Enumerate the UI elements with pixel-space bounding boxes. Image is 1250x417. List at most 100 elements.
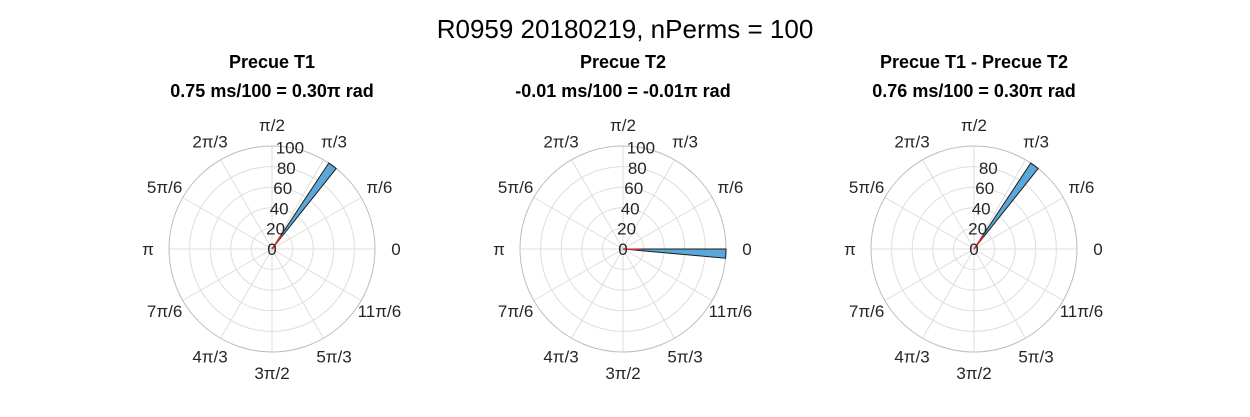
theta-gridline <box>271 159 324 250</box>
r-tick-label: 0 <box>267 240 276 259</box>
theta-gridline <box>884 197 975 250</box>
theta-gridline <box>220 159 273 250</box>
theta-tick-label: π/2 <box>259 116 285 135</box>
polar-panels: Precue T10.75 ms/100 = 0.30π rad02040608… <box>142 52 1103 383</box>
theta-tick-label: 3π/2 <box>956 364 991 383</box>
theta-tick-label: 7π/6 <box>849 302 884 321</box>
theta-gridline <box>271 197 362 250</box>
theta-tick-label: 0 <box>742 240 751 259</box>
figure-title: R0959 20180219, nPerms = 100 <box>437 14 814 44</box>
histogram-bar <box>622 248 727 259</box>
mean-vector-line <box>622 248 642 251</box>
theta-gridline <box>533 197 624 250</box>
panel-title: Precue T2 <box>580 52 666 72</box>
theta-tick-label: 5π/6 <box>147 178 182 197</box>
theta-gridline <box>571 159 624 250</box>
theta-tick-label: π/3 <box>321 133 347 152</box>
panel-subtitle: 0.75 ms/100 = 0.30π rad <box>170 81 373 101</box>
r-tick-label: 80 <box>277 159 296 178</box>
theta-tick-label: 5π/3 <box>667 347 702 366</box>
theta-gridline <box>622 248 713 301</box>
theta-gridline <box>182 197 273 250</box>
r-gridcircle <box>911 186 1037 312</box>
theta-tick-label: 3π/2 <box>605 364 640 383</box>
theta-tick-label: π/2 <box>961 116 987 135</box>
theta-tick-label: π <box>142 240 154 259</box>
panel-title: Precue T1 <box>229 52 315 72</box>
theta-tick-label: 7π/6 <box>147 302 182 321</box>
r-tick-label: 40 <box>621 199 640 218</box>
theta-gridline <box>622 197 713 250</box>
theta-gridline <box>182 248 273 301</box>
r-tick-label: 60 <box>975 179 994 198</box>
theta-tick-label: π/3 <box>1023 133 1049 152</box>
theta-gridline <box>973 197 1064 250</box>
theta-tick-label: 11π/6 <box>358 302 402 321</box>
theta-tick-label: 4π/3 <box>192 347 227 366</box>
polar-panel-2: Precue T2-0.01 ms/100 = -0.01π rad020406… <box>493 52 752 383</box>
r-tick-label: 0 <box>969 240 978 259</box>
r-tick-label: 100 <box>627 139 655 158</box>
theta-tick-label: 3π/2 <box>254 364 289 383</box>
theta-tick-label: π/2 <box>610 116 636 135</box>
r-tick-label: 80 <box>979 159 998 178</box>
theta-tick-label: 11π/6 <box>1060 302 1104 321</box>
r-gridcircle <box>230 207 314 291</box>
theta-tick-label: π/3 <box>672 133 698 152</box>
theta-gridline <box>622 248 675 339</box>
r-tick-label: 60 <box>273 179 292 198</box>
theta-gridline <box>973 248 1026 339</box>
theta-tick-label: 5π/6 <box>498 178 533 197</box>
mean-vector-line <box>271 235 283 250</box>
r-gridcircle <box>932 207 1016 291</box>
r-tick-label: 40 <box>270 199 289 218</box>
theta-gridline <box>271 248 362 301</box>
theta-tick-label: 11π/6 <box>709 302 753 321</box>
theta-tick-label: 0 <box>1093 240 1102 259</box>
theta-tick-label: 2π/3 <box>192 133 227 152</box>
theta-tick-label: 5π/6 <box>849 178 884 197</box>
theta-tick-label: 2π/3 <box>543 133 578 152</box>
theta-tick-label: 4π/3 <box>894 347 929 366</box>
r-tick-label: 100 <box>276 139 304 158</box>
theta-gridline <box>220 248 273 339</box>
theta-gridline <box>922 159 975 250</box>
theta-gridline <box>884 248 975 301</box>
histogram-bar <box>271 162 337 250</box>
r-gridcircle <box>189 166 355 332</box>
theta-tick-label: π <box>844 240 856 259</box>
r-gridcircle <box>891 166 1057 332</box>
theta-tick-label: 5π/3 <box>316 347 351 366</box>
r-tick-label: 20 <box>617 220 636 239</box>
theta-gridline <box>973 248 1064 301</box>
theta-tick-label: 5π/3 <box>1018 347 1053 366</box>
polar-panel-1: Precue T10.75 ms/100 = 0.30π rad02040608… <box>142 52 401 383</box>
panel-title: Precue T1 - Precue T2 <box>880 52 1068 72</box>
theta-tick-label: π/6 <box>1068 178 1094 197</box>
r-gridcircle <box>250 227 294 271</box>
polar-panel-3: Precue T1 - Precue T2 0.76 ms/100 = 0.30π… <box>844 52 1103 383</box>
panel-subtitle: -0.01 ms/100 = -0.01π rad <box>515 81 730 101</box>
polar-outer-circle <box>168 145 376 353</box>
theta-gridline <box>622 159 675 250</box>
theta-gridline <box>271 248 324 339</box>
r-tick-label: 20 <box>968 220 987 239</box>
mean-vector-line <box>973 235 985 250</box>
theta-gridline <box>922 248 975 339</box>
r-tick-label: 80 <box>628 159 647 178</box>
panel-subtitle: 0.76 ms/100 = 0.30π rad <box>872 81 1075 101</box>
r-tick-label: 20 <box>266 220 285 239</box>
r-tick-label: 0 <box>618 240 627 259</box>
polar-outer-circle <box>870 145 1078 353</box>
theta-tick-label: 2π/3 <box>894 133 929 152</box>
theta-tick-label: π <box>493 240 505 259</box>
theta-gridline <box>571 248 624 339</box>
r-tick-label: 60 <box>624 179 643 198</box>
theta-tick-label: 4π/3 <box>543 347 578 366</box>
r-gridcircle <box>952 227 996 271</box>
histogram-bar <box>973 162 1039 250</box>
theta-gridline <box>533 248 624 301</box>
theta-tick-label: 7π/6 <box>498 302 533 321</box>
theta-tick-label: 0 <box>391 240 400 259</box>
